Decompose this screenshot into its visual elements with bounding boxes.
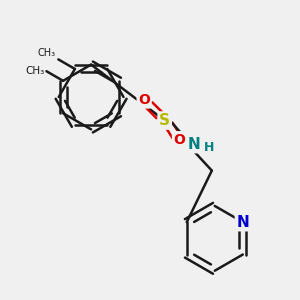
- Text: CH₃: CH₃: [38, 48, 56, 58]
- Text: O: O: [173, 133, 185, 147]
- Text: N: N: [236, 214, 249, 230]
- Text: O: O: [138, 93, 150, 107]
- Text: H: H: [204, 141, 214, 154]
- Text: CH₃: CH₃: [26, 66, 45, 76]
- Text: N: N: [188, 136, 200, 152]
- Text: S: S: [159, 113, 170, 128]
